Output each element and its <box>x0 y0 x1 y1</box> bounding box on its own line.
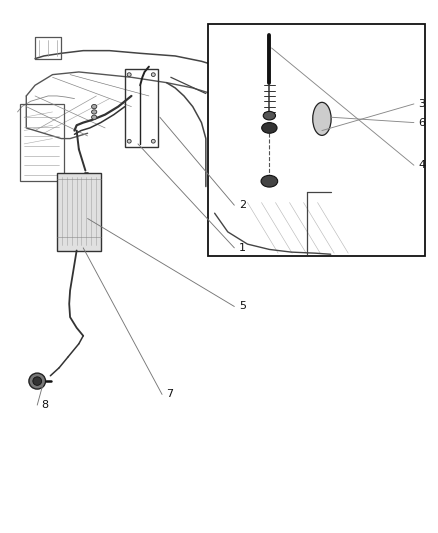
Bar <box>208 24 425 256</box>
Text: 4: 4 <box>418 160 425 170</box>
Text: 3: 3 <box>418 99 425 109</box>
Text: 2: 2 <box>239 200 246 210</box>
Ellipse shape <box>151 73 155 76</box>
Ellipse shape <box>92 104 97 109</box>
Ellipse shape <box>127 140 131 143</box>
Ellipse shape <box>261 123 277 133</box>
Ellipse shape <box>92 110 97 114</box>
Text: 7: 7 <box>166 390 173 399</box>
Text: 1: 1 <box>239 243 246 253</box>
Ellipse shape <box>313 102 331 135</box>
Bar <box>20 104 64 181</box>
Ellipse shape <box>33 377 42 385</box>
Ellipse shape <box>92 115 97 119</box>
Text: 8: 8 <box>42 400 49 410</box>
Ellipse shape <box>29 373 46 389</box>
Ellipse shape <box>261 175 278 187</box>
Text: 5: 5 <box>239 302 246 311</box>
Ellipse shape <box>263 111 276 120</box>
Bar <box>57 173 101 251</box>
Ellipse shape <box>127 73 131 76</box>
Ellipse shape <box>151 140 155 143</box>
Bar <box>125 69 158 147</box>
Text: 6: 6 <box>418 118 425 127</box>
